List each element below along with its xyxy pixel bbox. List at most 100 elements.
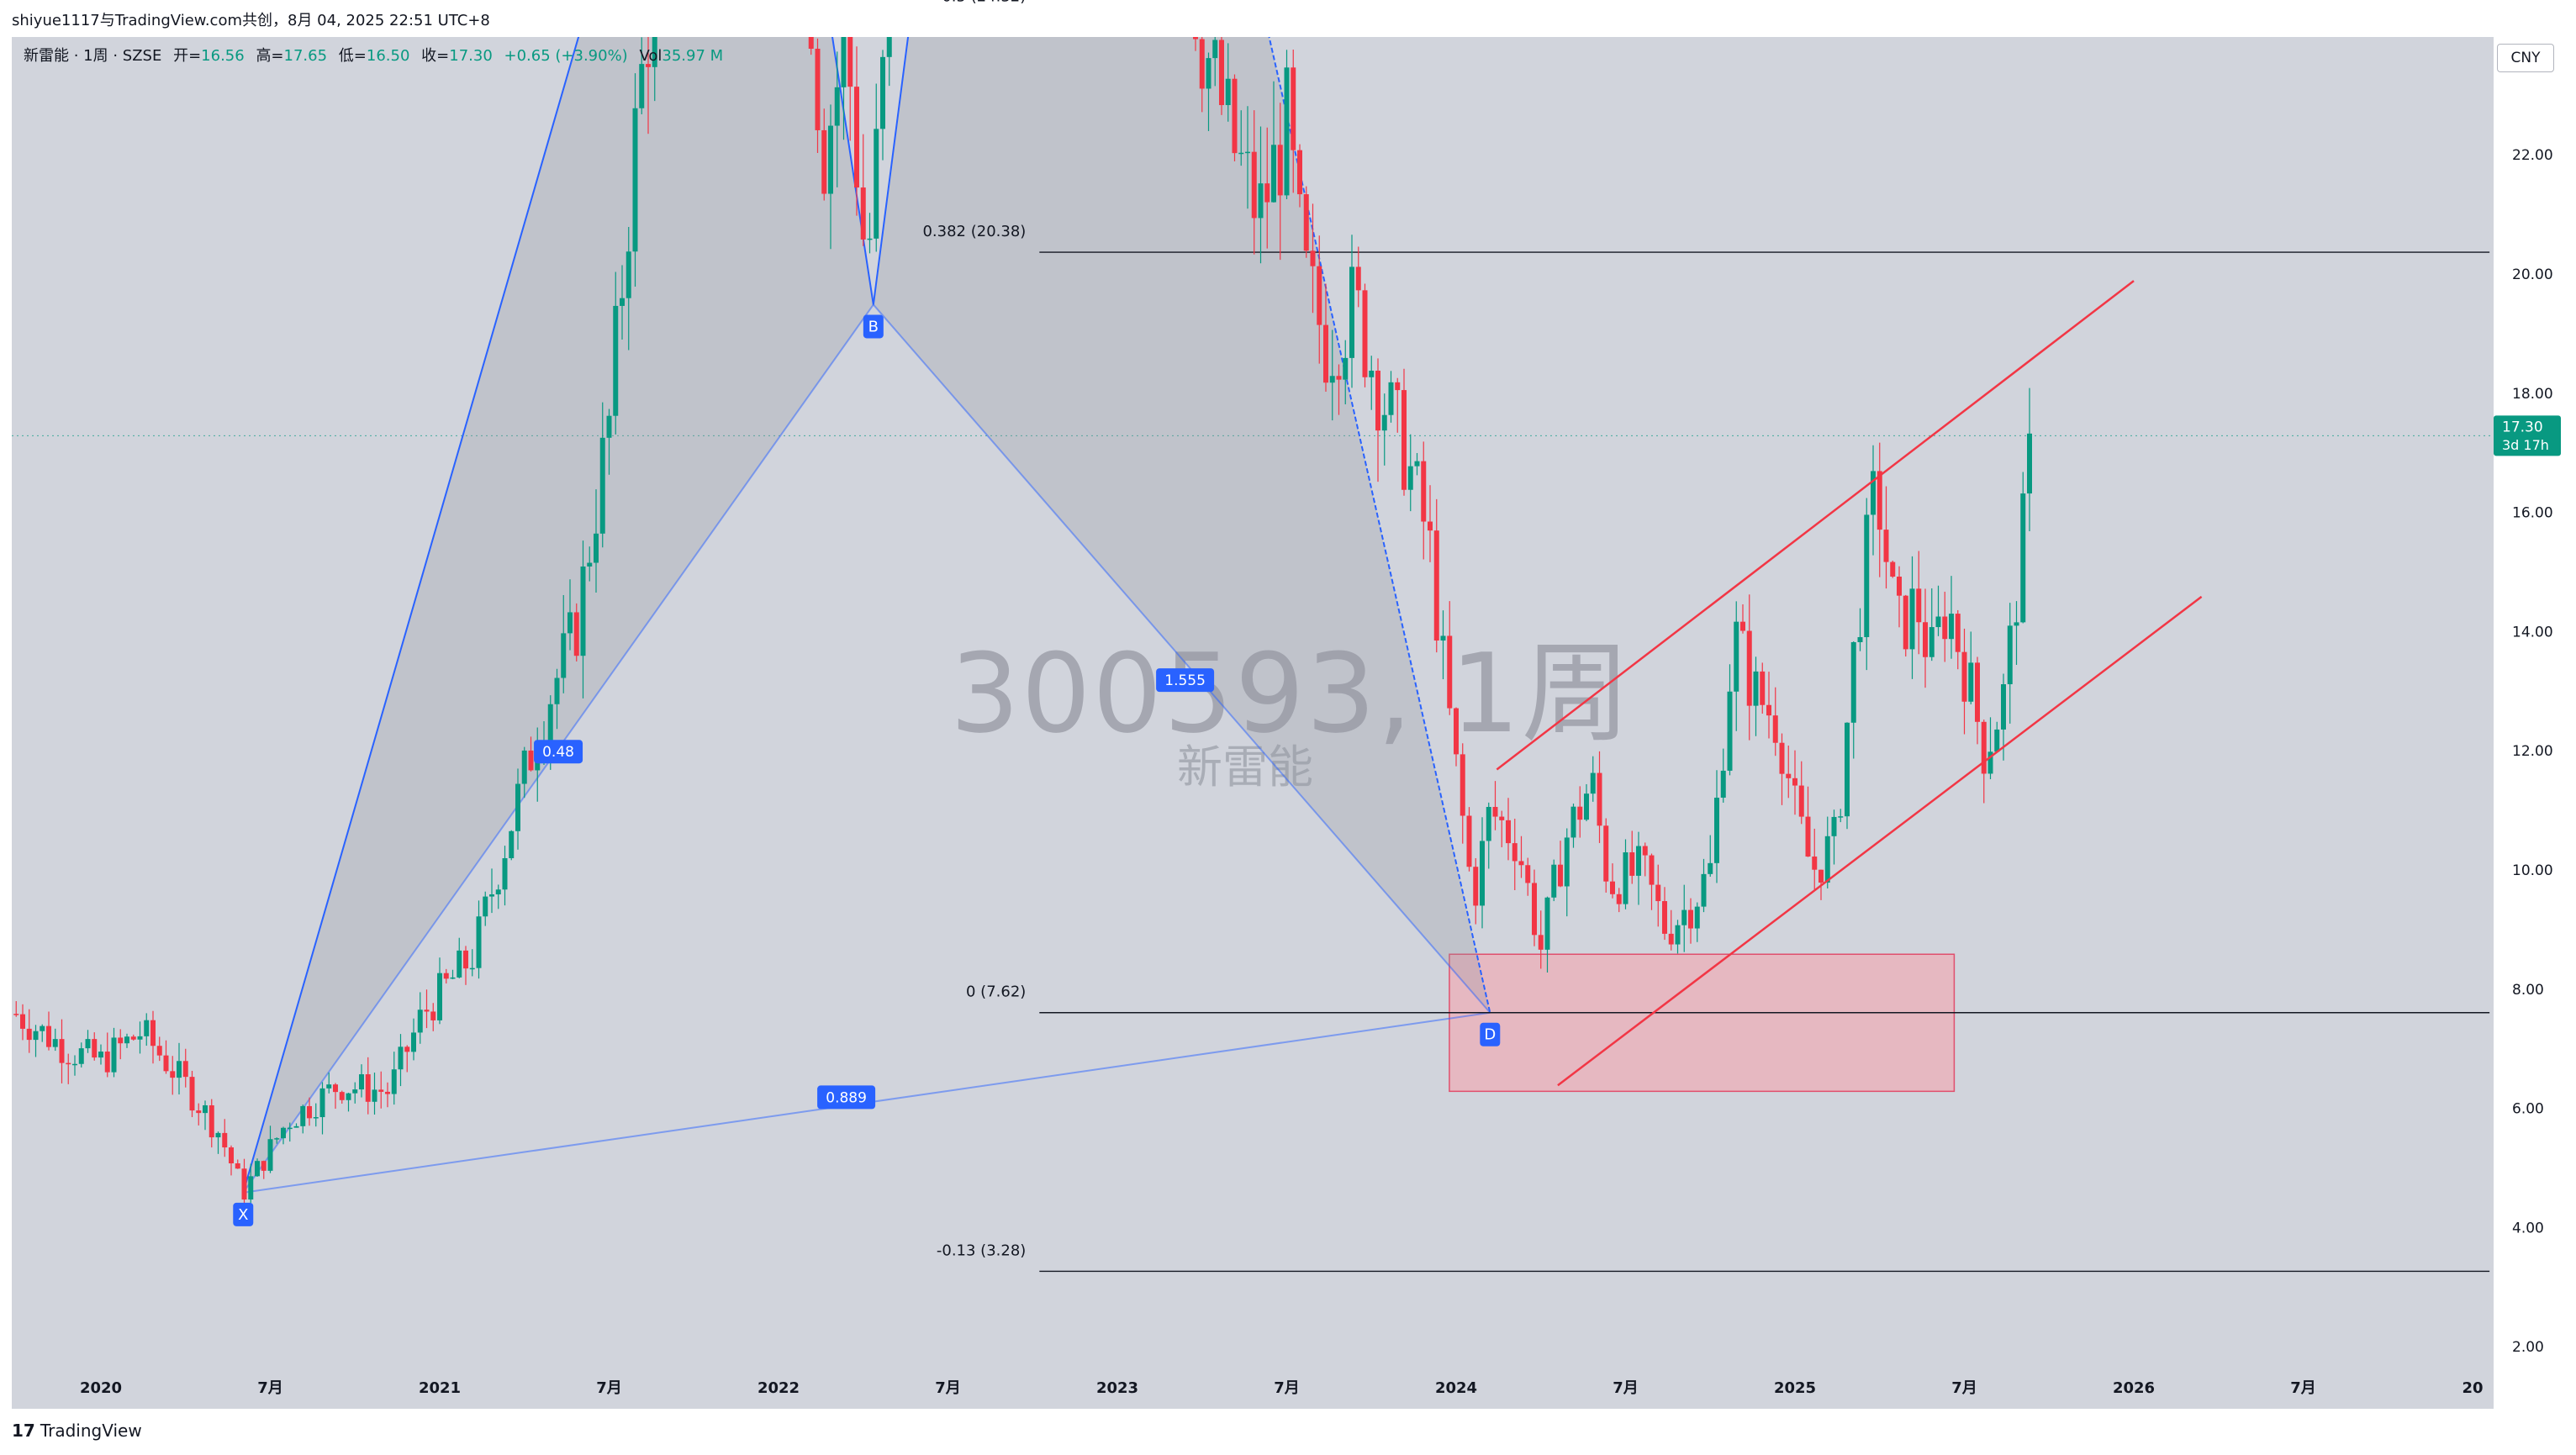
candle-body <box>587 562 593 567</box>
legend-change: +0.65 (+3.90%) <box>504 47 628 65</box>
candle-body <box>1369 370 1375 377</box>
candle-body <box>111 1037 117 1073</box>
x-tick-1: 7月 <box>257 1379 283 1397</box>
candle-body <box>1786 773 1792 778</box>
candle-body <box>346 1093 351 1100</box>
channel-lower-line <box>1557 595 2203 1087</box>
candle-body <box>1766 704 1771 716</box>
candle-body <box>1428 521 1433 531</box>
legend-volume: Vol35.97 M <box>639 47 723 65</box>
candle-body <box>847 37 853 87</box>
candle-body <box>547 704 553 742</box>
ratio-badge-0: 0.48 <box>534 740 583 764</box>
x-tick-9: 7月 <box>1613 1379 1639 1397</box>
candle-body <box>1584 793 1589 820</box>
candle-body <box>261 1161 267 1171</box>
candle-body <box>1772 715 1778 743</box>
candle-body <box>385 1091 390 1094</box>
candle-body <box>1492 806 1498 817</box>
candle-body <box>815 48 821 130</box>
chart-pane[interactable] <box>12 37 2494 1409</box>
candle-body <box>1994 729 2000 752</box>
candle-body <box>521 750 527 784</box>
candle-body <box>1909 588 1915 650</box>
plot-layer <box>12 37 2494 1273</box>
candle-body <box>1480 841 1485 906</box>
candle-body <box>1727 691 1733 771</box>
candle-body <box>554 677 560 704</box>
candle-body <box>1629 851 1635 876</box>
candle-body <box>424 1010 430 1012</box>
candle-body <box>1597 772 1602 826</box>
candle-body <box>443 973 449 979</box>
tv-logo-mark: 17 <box>12 1421 35 1441</box>
y-tick-7: 16.00 <box>2512 505 2553 522</box>
candle-body <box>1883 530 1889 562</box>
candle-body <box>1544 897 1550 950</box>
fib-label-4: 0.5 (24.32) <box>942 0 1026 6</box>
legend-vol-label: Vol <box>639 47 662 65</box>
candle-body <box>1850 641 1856 723</box>
fib-label-7: -0.13 (3.28) <box>937 1241 1026 1259</box>
candle-body <box>1532 883 1537 936</box>
candle-body <box>1395 382 1401 391</box>
x-tick-10: 2025 <box>1774 1379 1816 1397</box>
fib-label-6: 0 (7.62) <box>966 983 1026 1001</box>
ratio-badge-2: 1.555 <box>1156 668 1215 693</box>
candle-body <box>1245 151 1250 154</box>
legend-vol-value: 35.97 M <box>662 47 724 65</box>
candle-body <box>1460 754 1465 816</box>
candle-body <box>1824 836 1830 883</box>
x-tick-13: 7月 <box>2290 1379 2316 1397</box>
candle-body <box>430 1011 436 1020</box>
candle-body <box>26 1028 32 1041</box>
candle-body <box>177 1061 182 1078</box>
candle-body <box>1499 816 1505 820</box>
candle-body <box>1525 865 1531 883</box>
candle-body <box>281 1127 286 1139</box>
candle-body <box>495 889 501 895</box>
candle-body <box>1734 621 1739 692</box>
candle-body <box>1440 635 1446 641</box>
candle-body <box>229 1147 234 1164</box>
candle-body <box>1258 183 1264 219</box>
candle-body <box>1454 708 1459 755</box>
candle-body <box>92 1039 98 1058</box>
candle-body <box>1701 873 1707 907</box>
candle-body <box>450 977 456 979</box>
y-tick-6: 14.00 <box>2512 624 2553 641</box>
tradingview-logo[interactable]: 17 TradingView <box>12 1421 142 1441</box>
ratio-badge-bg <box>1156 668 1215 693</box>
candle-body <box>1506 820 1511 844</box>
ratio-badge-bg <box>534 740 583 764</box>
x-tick-12: 2026 <box>2113 1379 2155 1397</box>
candle-body <box>639 64 645 108</box>
candle-body <box>1740 621 1745 631</box>
price-axis[interactable] <box>2494 37 2564 1409</box>
candle-body <box>203 1104 208 1114</box>
candle-body <box>287 1127 293 1130</box>
candle-body <box>1897 577 1902 596</box>
candle-body <box>528 750 534 771</box>
candle-body <box>646 64 651 67</box>
leg-ab <box>831 37 874 305</box>
currency-button[interactable]: CNY <box>2497 44 2554 72</box>
candle-body <box>98 1052 103 1058</box>
x-tick-3: 7月 <box>596 1379 622 1397</box>
candle-body <box>365 1074 371 1102</box>
candle-body <box>594 533 599 563</box>
candle-body <box>78 1048 84 1064</box>
y-tick-0: 2.00 <box>2512 1339 2544 1356</box>
candle-body <box>293 1126 299 1128</box>
candle-body <box>1388 382 1394 415</box>
candle-body <box>1864 514 1870 637</box>
legend-low: 低=16.50 <box>339 47 410 65</box>
candle-body <box>1323 324 1328 383</box>
candle-body <box>1961 651 1967 702</box>
x-tick-0: 2020 <box>80 1379 122 1397</box>
candle-body <box>1284 67 1290 196</box>
candle-body <box>1655 884 1661 902</box>
candle-body <box>189 1077 195 1111</box>
candle-body <box>1981 721 1987 774</box>
